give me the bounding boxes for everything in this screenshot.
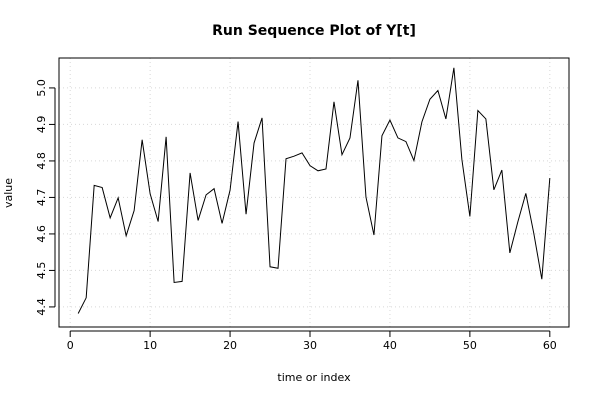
y-tick-label: 4.4 (35, 298, 48, 316)
x-tick-label: 30 (303, 339, 317, 352)
x-tick-label: 40 (383, 339, 397, 352)
y-tick-label: 4.5 (35, 262, 48, 280)
series-line (77, 67, 551, 314)
y-tick-label: 4.6 (35, 225, 48, 243)
x-axis: 0 10 20 30 40 50 60 (67, 330, 557, 352)
y-tick-label: 5.0 (35, 79, 48, 97)
y-axis-label: value (2, 178, 15, 208)
y-tick-label: 4.9 (35, 116, 48, 134)
grid-lines (59, 58, 569, 327)
chart-title: Run Sequence Plot of Y[t] (212, 23, 416, 39)
x-tick-label: 60 (543, 339, 557, 352)
plot-frame (58, 57, 570, 328)
x-tick-label: 0 (67, 339, 74, 352)
x-axis-label: time or index (277, 371, 351, 384)
x-tick-label: 20 (223, 339, 237, 352)
y-axis: 4.4 4.5 4.6 4.7 4.8 4.9 5.0 (35, 79, 56, 316)
y-tick-label: 4.7 (35, 189, 48, 207)
x-tick-label: 10 (143, 339, 157, 352)
x-tick-label: 50 (463, 339, 477, 352)
y-tick-label: 4.8 (35, 152, 48, 170)
